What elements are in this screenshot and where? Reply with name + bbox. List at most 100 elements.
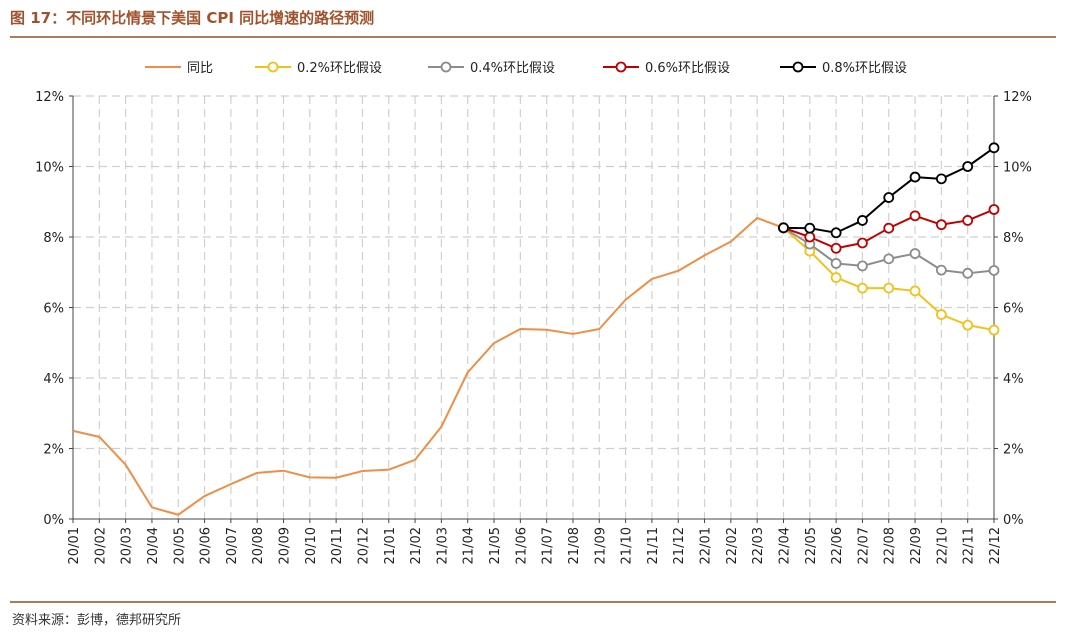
x-tick-label: 20/02 bbox=[93, 527, 108, 564]
figure-title: 图 17：不同环比情景下美国 CPI 同比增速的路径预测 bbox=[10, 9, 375, 27]
x-tick-label: 22/01 bbox=[699, 527, 714, 564]
x-tick-label: 21/08 bbox=[567, 527, 582, 564]
line-chart: 0%2%4%6%8%10%12% 0%2%4%6%8%10%12% 20/01 2… bbox=[35, 61, 1032, 564]
x-tick-label: 20/09 bbox=[278, 527, 293, 564]
data-point-s06 bbox=[988, 204, 1000, 215]
left-y-ticks: 0% 2% 4% 6% 8% 10% 12% bbox=[35, 90, 64, 528]
source-note: 资料来源：彭博，德邦研究所 bbox=[12, 613, 182, 628]
x-tick-label: 20/04 bbox=[146, 527, 161, 564]
data-point-s02 bbox=[830, 272, 842, 283]
data-point-s06 bbox=[962, 215, 974, 226]
x-tick-label: 20/01 bbox=[67, 527, 82, 564]
axes bbox=[69, 95, 998, 523]
legend-marker-s08 bbox=[792, 61, 804, 73]
right-y-tick-label: 10% bbox=[1003, 161, 1032, 176]
x-tick-label: 22/04 bbox=[777, 527, 792, 564]
series-line-yoy bbox=[72, 216, 784, 516]
legend: 同比 0.2%环比假设 0.4%环比假设 0.6%环比假设 0.8%环比假设 bbox=[145, 61, 907, 76]
data-point-s04 bbox=[857, 260, 868, 272]
data-point-s02 bbox=[988, 324, 1000, 336]
legend-marker-s06 bbox=[615, 61, 627, 73]
x-tick-label: 21/10 bbox=[620, 527, 635, 564]
data-point-s08 bbox=[830, 227, 842, 239]
x-tick-label: 20/06 bbox=[199, 527, 214, 564]
x-tick-label: 21/09 bbox=[593, 527, 608, 564]
data-point-s08 bbox=[804, 222, 816, 234]
grid bbox=[73, 95, 994, 519]
x-tick-label: 22/05 bbox=[804, 527, 819, 564]
left-y-tick-label: 4% bbox=[43, 372, 64, 387]
legend-label-yoy: 同比 bbox=[187, 61, 213, 76]
data-point-s08 bbox=[883, 192, 895, 203]
x-tick-label: 22/06 bbox=[830, 527, 845, 564]
right-y-tick-label: 4% bbox=[1003, 372, 1024, 387]
left-y-tick-label: 12% bbox=[35, 90, 64, 105]
left-y-tick-label: 2% bbox=[43, 443, 64, 458]
left-y-tick-label: 8% bbox=[43, 231, 64, 246]
x-tick-label: 20/08 bbox=[251, 527, 266, 564]
data-point-s02 bbox=[962, 319, 974, 331]
legend-label-s06: 0.6%环比假设 bbox=[645, 61, 730, 76]
right-y-tick-label: 2% bbox=[1003, 443, 1024, 458]
x-tick-label: 21/04 bbox=[462, 527, 477, 564]
left-y-tick-label: 6% bbox=[43, 302, 64, 317]
x-tick-label: 22/09 bbox=[909, 527, 924, 564]
x-tick-label: 22/12 bbox=[988, 527, 1003, 564]
data-point-s08 bbox=[778, 222, 789, 234]
x-tick-label: 22/07 bbox=[856, 527, 871, 564]
data-point-s02 bbox=[909, 285, 921, 297]
x-tick-label: 22/03 bbox=[751, 527, 766, 564]
right-y-tick-label: 0% bbox=[1003, 513, 1024, 528]
x-tick-label: 20/05 bbox=[172, 527, 187, 564]
data-point-s04 bbox=[909, 248, 921, 259]
data-point-s08 bbox=[857, 215, 868, 226]
data-point-s04 bbox=[988, 265, 1000, 276]
x-tick-label: 20/12 bbox=[356, 527, 371, 564]
legend-label-s08: 0.8%环比假设 bbox=[822, 61, 907, 76]
x-tick-label: 21/03 bbox=[435, 527, 450, 564]
x-tick-label: 21/12 bbox=[672, 527, 687, 564]
data-point-s06 bbox=[857, 237, 868, 249]
x-tick-label: 20/10 bbox=[304, 527, 319, 564]
data-point-s04 bbox=[830, 258, 842, 269]
left-y-tick-label: 0% bbox=[43, 513, 64, 528]
x-tick-label: 20/11 bbox=[330, 527, 345, 564]
title-divider bbox=[10, 36, 1056, 38]
x-tick-label: 20/07 bbox=[225, 527, 240, 564]
left-y-tick-label: 10% bbox=[35, 161, 64, 176]
right-y-tick-label: 6% bbox=[1003, 302, 1024, 317]
x-tick-label: 21/06 bbox=[514, 527, 529, 564]
data-point-s02 bbox=[935, 309, 947, 320]
data-point-s08 bbox=[988, 142, 1000, 154]
data-point-s04 bbox=[962, 267, 974, 279]
series bbox=[72, 142, 1000, 516]
x-tick-label: 20/03 bbox=[120, 527, 135, 564]
right-y-ticks: 0% 2% 4% 6% 8% 10% 12% bbox=[1003, 90, 1032, 528]
x-tick-label: 22/11 bbox=[962, 527, 977, 564]
footer-divider bbox=[10, 601, 1056, 603]
data-point-s04 bbox=[883, 253, 895, 265]
x-tick-label: 22/02 bbox=[725, 527, 740, 564]
data-point-s02 bbox=[883, 282, 895, 294]
legend-marker-s02 bbox=[267, 61, 279, 73]
data-point-s04 bbox=[935, 264, 947, 276]
legend-marker-s04 bbox=[440, 61, 452, 73]
data-point-s06 bbox=[935, 219, 947, 231]
x-tick-label: 21/01 bbox=[383, 527, 398, 564]
data-point-s08 bbox=[909, 171, 921, 183]
x-tick-label: 21/05 bbox=[488, 527, 503, 564]
right-y-tick-label: 8% bbox=[1003, 231, 1024, 246]
data-point-s08 bbox=[962, 161, 974, 172]
legend-label-s04: 0.4%环比假设 bbox=[470, 61, 555, 76]
x-tick-label: 21/07 bbox=[541, 527, 556, 564]
data-point-s06 bbox=[830, 242, 842, 254]
legend-label-s02: 0.2%环比假设 bbox=[297, 61, 382, 76]
x-tick-label: 21/11 bbox=[646, 527, 661, 564]
x-tick-label: 22/10 bbox=[935, 527, 950, 564]
x-ticks: 20/01 20/02 20/03 20/04 20/05 20/06 20/07 20/08… bbox=[67, 527, 1003, 564]
data-point-s06 bbox=[909, 210, 921, 222]
data-point-s06 bbox=[804, 231, 816, 243]
data-point-s08 bbox=[935, 173, 947, 185]
data-point-s06 bbox=[883, 222, 895, 234]
x-tick-label: 21/02 bbox=[409, 527, 424, 564]
